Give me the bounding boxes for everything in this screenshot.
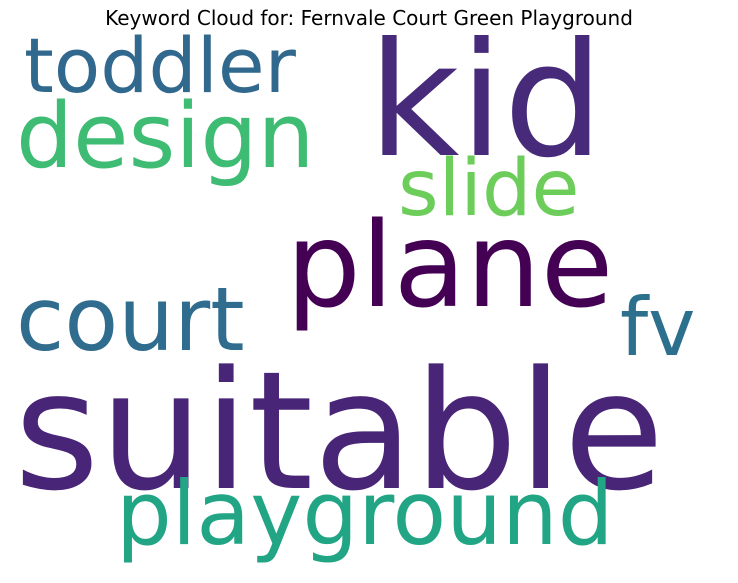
word-plane: plane — [286, 196, 614, 334]
word-kid: kid — [368, 9, 604, 193]
chart-title: Keyword Cloud for: Fernvale Court Green … — [105, 6, 633, 30]
word-fv: fv — [620, 281, 696, 374]
word-suitable: suitable — [14, 336, 665, 527]
word-court: court — [16, 268, 245, 371]
word-design: design — [16, 84, 315, 189]
word-slide: slide — [398, 144, 580, 234]
word-toddler: toddler — [24, 21, 296, 110]
word-playground: playground — [116, 462, 614, 565]
